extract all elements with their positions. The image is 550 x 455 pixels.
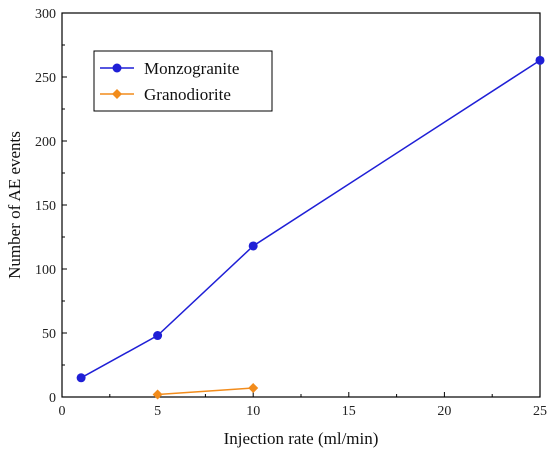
y-tick-label: 100 (35, 263, 56, 278)
y-tick-label: 200 (35, 135, 56, 150)
legend-label: Monzogranite (144, 59, 239, 78)
series-line (80, 59, 541, 379)
y-axis: 0 50 100 150 200 250 300 (35, 7, 67, 406)
data-point (248, 241, 258, 251)
y-tick-label: 50 (42, 327, 56, 342)
data-point (76, 373, 86, 383)
plot-area: 0 5 10 15 20 25 0 50 100 150 200 250 300 (35, 7, 547, 419)
x-tick-label: 10 (246, 404, 260, 419)
x-tick-label: 0 (59, 404, 66, 419)
series-line (157, 387, 254, 396)
x-tick-label: 20 (437, 404, 451, 419)
legend-marker (112, 63, 122, 73)
x-tick-label: 5 (154, 404, 161, 419)
legend-box (93, 50, 273, 112)
legend-marker (112, 89, 122, 99)
legend: Monzogranite Granodiorite (93, 50, 273, 112)
y-tick-label: 0 (49, 391, 56, 406)
y-tick-label: 300 (35, 7, 56, 22)
data-point (153, 331, 163, 341)
series-granodiorite (152, 383, 259, 400)
data-point (152, 389, 163, 400)
x-axis: 0 5 10 15 20 25 (59, 392, 547, 419)
legend-label: Granodiorite (144, 85, 231, 104)
data-point (535, 55, 545, 65)
y-axis-title: Number of AE events (5, 131, 24, 279)
data-point (248, 383, 259, 394)
x-tick-label: 25 (533, 404, 547, 419)
y-tick-label: 250 (35, 71, 56, 86)
series-monzogranite (76, 55, 545, 383)
x-axis-title: Injection rate (ml/min) (224, 429, 379, 448)
series-layer (76, 55, 545, 400)
x-tick-label: 15 (342, 404, 356, 419)
y-tick-label: 150 (35, 199, 56, 214)
